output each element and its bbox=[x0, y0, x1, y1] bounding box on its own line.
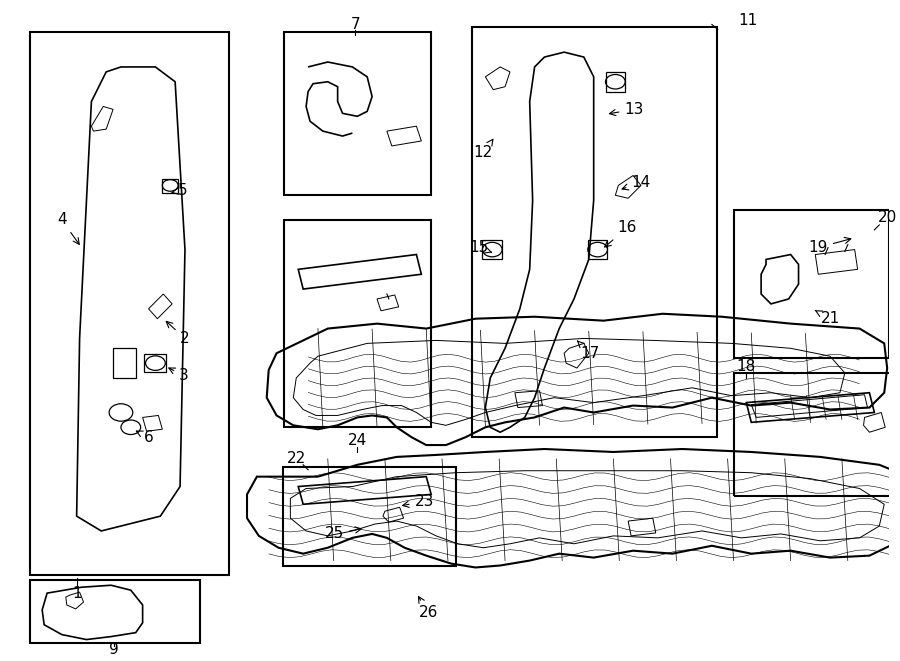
Text: 19: 19 bbox=[808, 237, 850, 255]
Text: 20: 20 bbox=[878, 210, 896, 225]
Text: 22: 22 bbox=[286, 451, 306, 467]
Text: 13: 13 bbox=[609, 102, 644, 117]
Bar bbox=[31, 32, 230, 575]
Bar bbox=[472, 28, 716, 437]
Bar bbox=[588, 240, 608, 260]
Text: 7: 7 bbox=[350, 17, 360, 32]
Text: 17: 17 bbox=[578, 341, 599, 361]
Bar bbox=[113, 348, 136, 378]
Text: 23: 23 bbox=[402, 494, 434, 509]
Text: 4: 4 bbox=[57, 212, 79, 245]
Text: 15: 15 bbox=[469, 240, 491, 255]
Text: 10: 10 bbox=[0, 660, 1, 661]
Bar bbox=[734, 210, 889, 358]
Bar bbox=[31, 580, 200, 642]
Text: 16: 16 bbox=[605, 220, 637, 247]
Text: 26: 26 bbox=[418, 597, 438, 621]
Bar bbox=[144, 354, 166, 372]
Text: 18: 18 bbox=[737, 358, 756, 373]
Text: 8: 8 bbox=[0, 660, 1, 661]
Bar bbox=[284, 220, 431, 427]
Text: 1: 1 bbox=[72, 586, 82, 601]
Text: 21: 21 bbox=[815, 311, 840, 326]
Text: 2: 2 bbox=[166, 321, 190, 346]
Text: 14: 14 bbox=[622, 175, 651, 190]
Bar bbox=[284, 32, 431, 195]
Bar bbox=[734, 373, 900, 496]
Text: 27: 27 bbox=[0, 660, 1, 661]
Bar bbox=[284, 467, 455, 566]
Text: 3: 3 bbox=[169, 368, 189, 383]
Bar bbox=[606, 72, 626, 92]
Text: 9: 9 bbox=[109, 642, 119, 657]
Text: 6: 6 bbox=[137, 430, 153, 445]
Text: 5: 5 bbox=[172, 183, 188, 198]
Text: 11: 11 bbox=[739, 13, 758, 28]
Bar bbox=[162, 178, 178, 193]
Text: 12: 12 bbox=[473, 139, 493, 161]
Bar bbox=[482, 240, 502, 260]
Text: 25: 25 bbox=[325, 526, 361, 541]
Text: 24: 24 bbox=[347, 432, 367, 447]
